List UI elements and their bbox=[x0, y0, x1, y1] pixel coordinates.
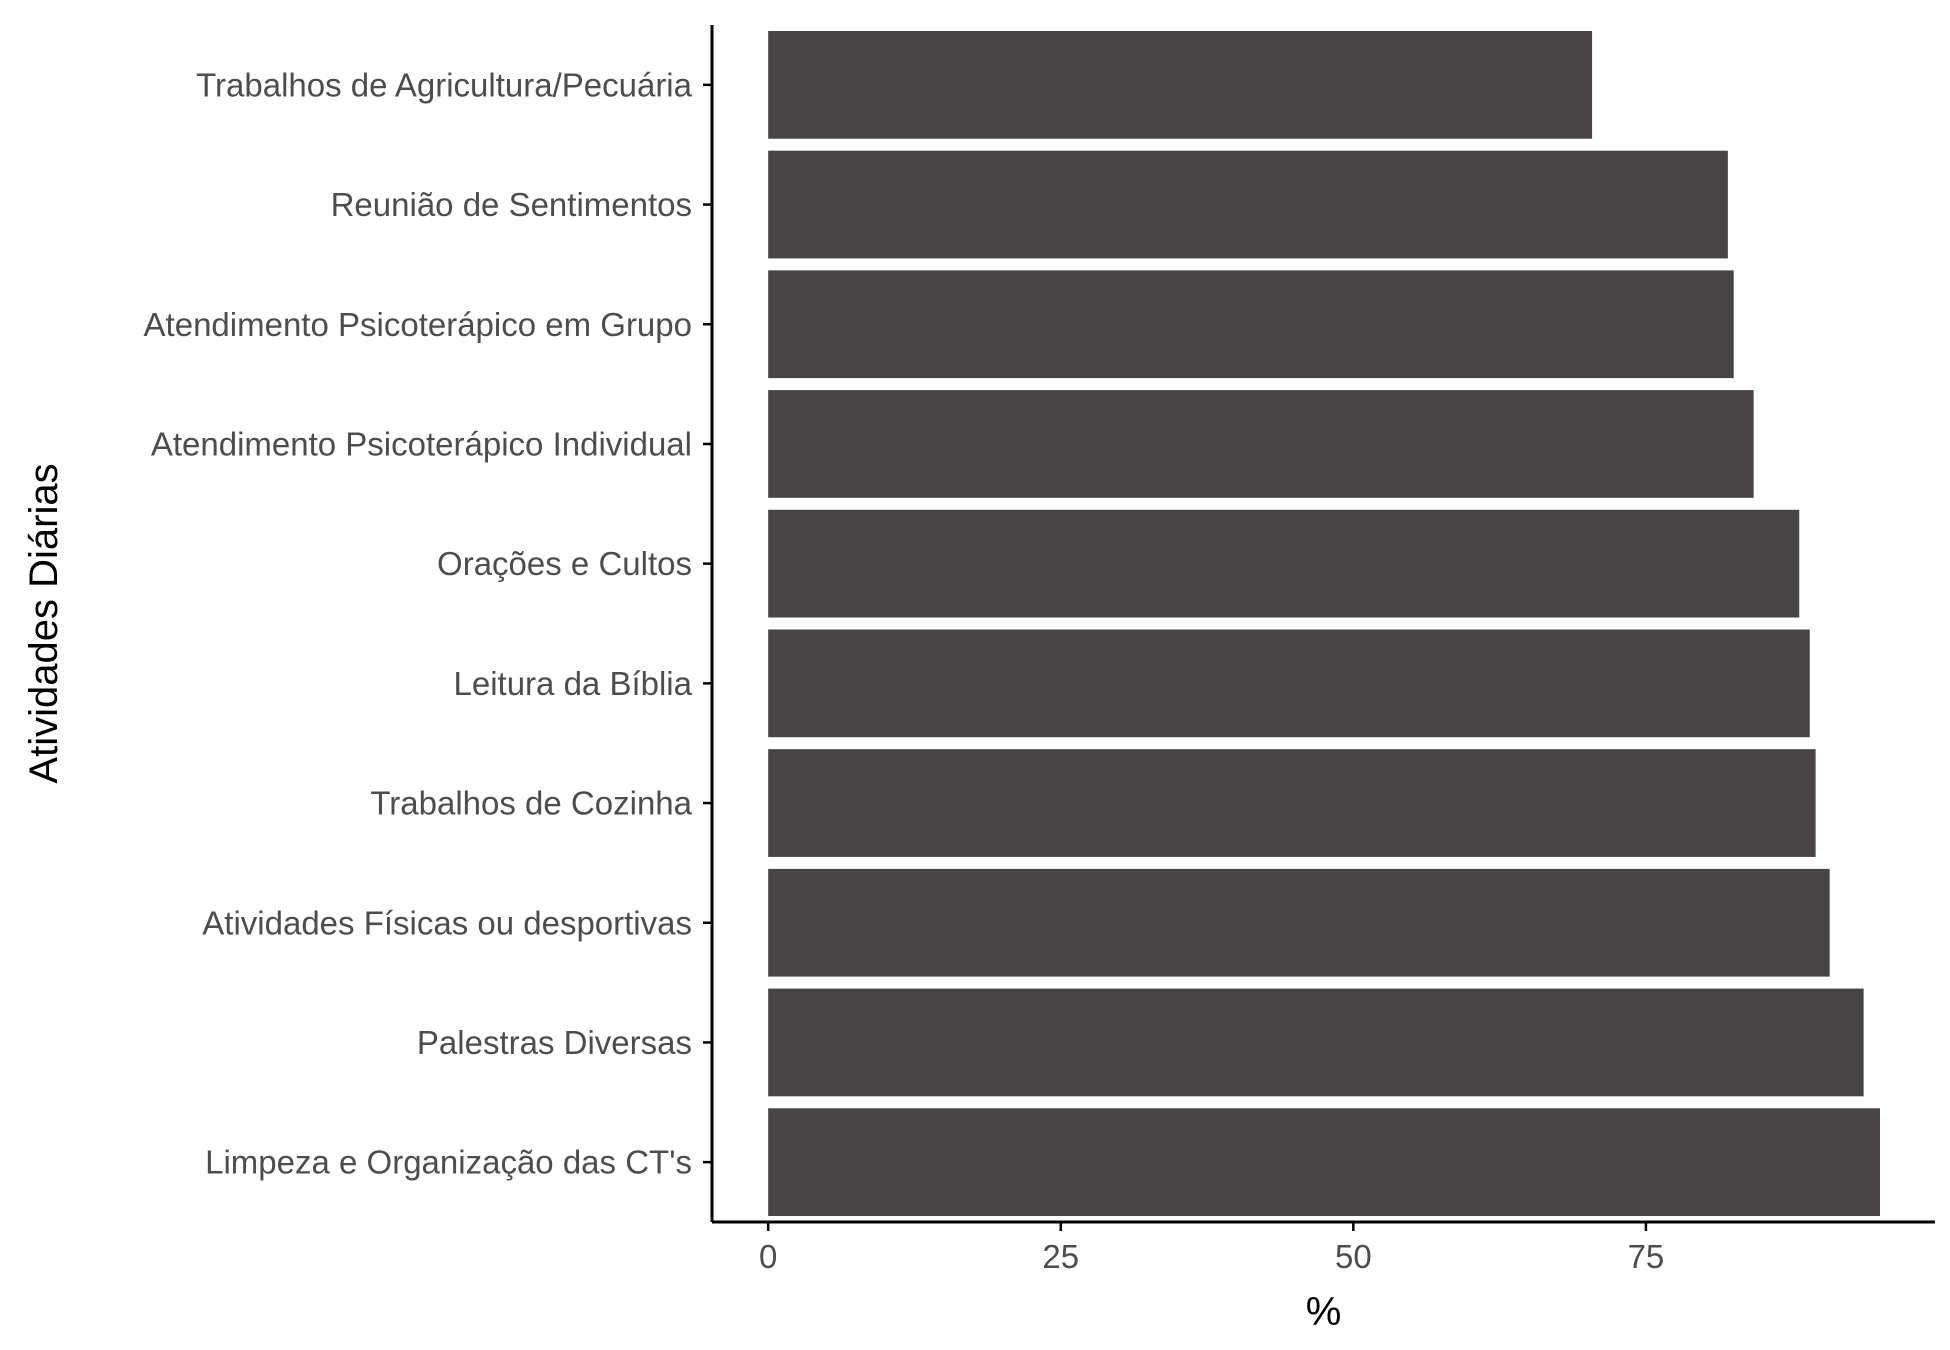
bar bbox=[768, 868, 1830, 977]
y-tick-label: Atendimento Psicoterápico Individual bbox=[151, 425, 692, 462]
y-axis-title: Atividades Diárias bbox=[22, 463, 66, 783]
bar bbox=[768, 988, 1864, 1097]
y-tick-label: Orações e Cultos bbox=[437, 545, 692, 582]
bar bbox=[768, 390, 1754, 498]
x-tick-label: 0 bbox=[759, 1238, 777, 1275]
y-tick-label: Trabalhos de Agricultura/Pecuária bbox=[196, 66, 693, 103]
bar bbox=[768, 1108, 1880, 1217]
y-tick-label: Reunião de Sentimentos bbox=[331, 186, 692, 223]
x-tick-label: 50 bbox=[1335, 1238, 1372, 1275]
y-axis-ticks: Trabalhos de Agricultura/Pecuária Reunião… bbox=[144, 66, 712, 1181]
bar bbox=[768, 749, 1816, 857]
y-tick-label: Palestras Diversas bbox=[417, 1024, 692, 1061]
bar bbox=[768, 629, 1810, 738]
y-tick-label: Atividades Físicas ou desportivas bbox=[202, 904, 692, 941]
bar bbox=[768, 509, 1800, 618]
bars-group bbox=[768, 30, 1880, 1217]
x-axis-ticks: 0 25 50 75 bbox=[759, 1222, 1664, 1275]
bar bbox=[768, 30, 1593, 139]
x-axis-title: % bbox=[1306, 1290, 1342, 1334]
bar bbox=[768, 270, 1734, 379]
y-tick-label: Limpeza e Organização das CT's bbox=[205, 1144, 692, 1181]
x-tick-label: 75 bbox=[1628, 1238, 1665, 1275]
y-tick-label: Leitura da Bíblia bbox=[454, 665, 693, 702]
x-tick-label: 25 bbox=[1042, 1238, 1079, 1275]
y-tick-label: Atendimento Psicoterápico em Grupo bbox=[144, 306, 692, 343]
bar bbox=[768, 150, 1728, 259]
y-tick-label: Trabalhos de Cozinha bbox=[370, 785, 692, 822]
